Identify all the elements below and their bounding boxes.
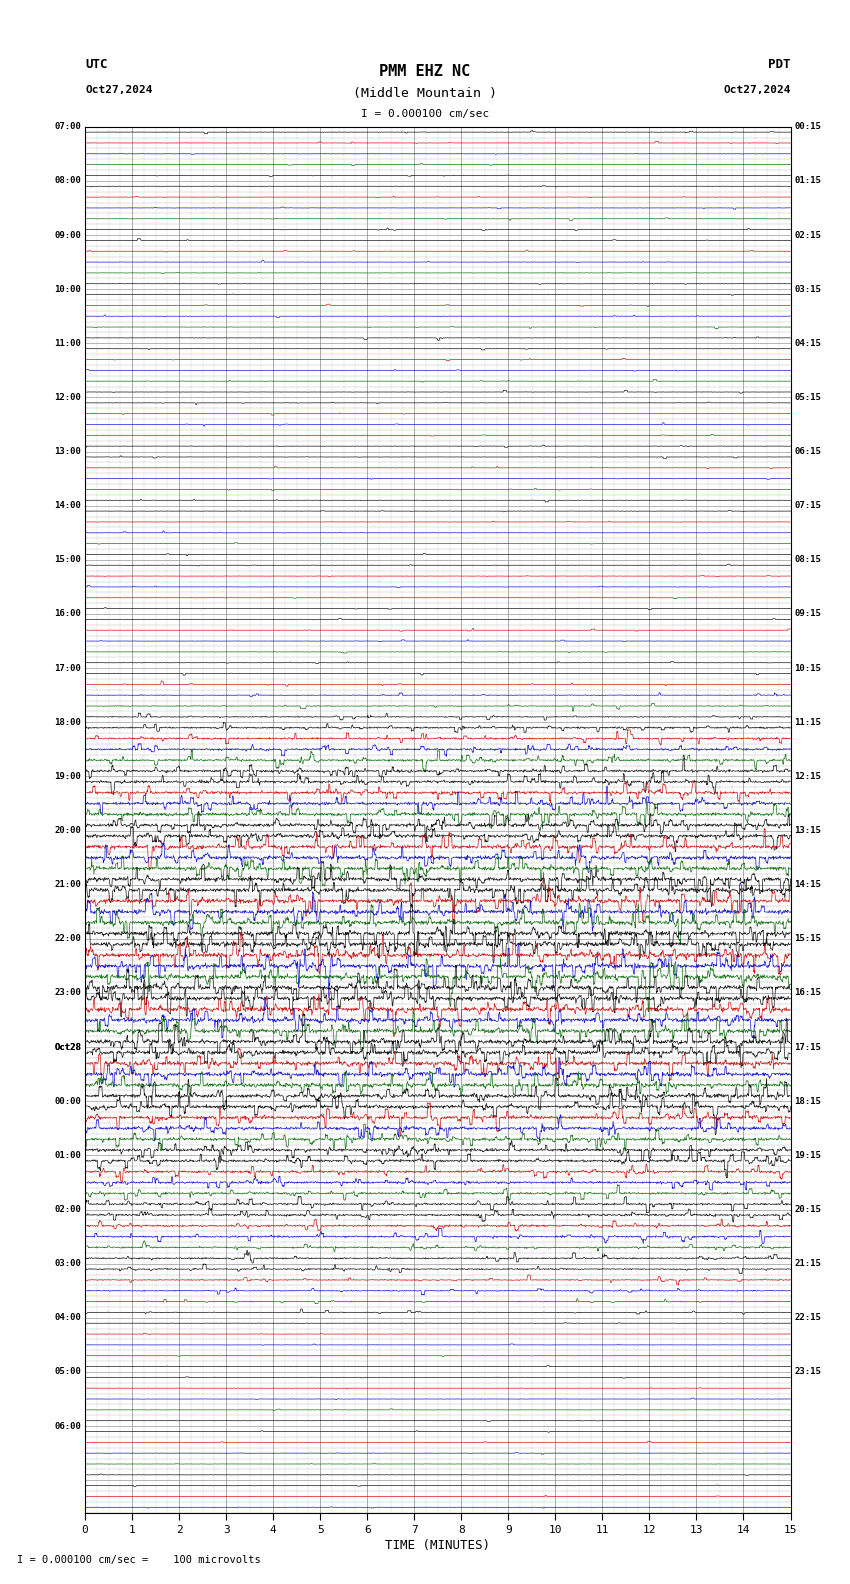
- Text: (Middle Mountain ): (Middle Mountain ): [353, 87, 497, 100]
- Text: 19:15: 19:15: [794, 1152, 821, 1159]
- Text: 21:15: 21:15: [794, 1259, 821, 1269]
- Text: 04:00: 04:00: [54, 1313, 82, 1323]
- Text: 01:00: 01:00: [54, 1152, 82, 1159]
- Text: 21:00: 21:00: [54, 881, 82, 889]
- Text: 22:00: 22:00: [54, 935, 82, 944]
- Text: UTC: UTC: [85, 59, 107, 71]
- Text: 20:00: 20:00: [54, 825, 82, 835]
- Text: 09:00: 09:00: [54, 231, 82, 239]
- Text: Oct28: Oct28: [54, 1042, 82, 1052]
- Text: 06:15: 06:15: [794, 447, 821, 456]
- Text: 23:15: 23:15: [794, 1367, 821, 1376]
- Text: Oct27,2024: Oct27,2024: [723, 86, 791, 95]
- Text: 03:00: 03:00: [54, 1259, 82, 1269]
- Text: 02:15: 02:15: [794, 231, 821, 239]
- Text: 04:15: 04:15: [794, 339, 821, 348]
- Text: 08:15: 08:15: [794, 556, 821, 564]
- Text: 07:15: 07:15: [794, 501, 821, 510]
- Text: 16:15: 16:15: [794, 988, 821, 998]
- Text: 23:00: 23:00: [54, 988, 82, 998]
- Text: 13:00: 13:00: [54, 447, 82, 456]
- Text: 12:15: 12:15: [794, 771, 821, 781]
- Text: 16:00: 16:00: [54, 610, 82, 618]
- Text: 20:15: 20:15: [794, 1205, 821, 1213]
- Text: I = 0.000100 cm/sec =    100 microvolts: I = 0.000100 cm/sec = 100 microvolts: [17, 1555, 261, 1565]
- Text: 08:00: 08:00: [54, 176, 82, 185]
- Text: PDT: PDT: [768, 59, 790, 71]
- Text: 14:15: 14:15: [794, 881, 821, 889]
- Text: 02:00: 02:00: [54, 1205, 82, 1213]
- Text: 15:00: 15:00: [54, 556, 82, 564]
- Text: 18:15: 18:15: [794, 1096, 821, 1106]
- Text: 18:00: 18:00: [54, 718, 82, 727]
- Text: 11:15: 11:15: [794, 718, 821, 727]
- X-axis label: TIME (MINUTES): TIME (MINUTES): [385, 1538, 490, 1552]
- Text: 05:15: 05:15: [794, 393, 821, 402]
- Text: 11:00: 11:00: [54, 339, 82, 348]
- Text: PMM EHZ NC: PMM EHZ NC: [379, 65, 471, 79]
- Text: Oct28: Oct28: [54, 1042, 82, 1052]
- Text: 13:15: 13:15: [794, 825, 821, 835]
- Text: 06:00: 06:00: [54, 1421, 82, 1430]
- Text: 17:15: 17:15: [794, 1042, 821, 1052]
- Text: 03:15: 03:15: [794, 285, 821, 293]
- Text: 00:00: 00:00: [54, 1096, 82, 1106]
- Text: Oct27,2024: Oct27,2024: [85, 86, 152, 95]
- Text: 01:15: 01:15: [794, 176, 821, 185]
- Text: 05:00: 05:00: [54, 1367, 82, 1376]
- Text: 10:15: 10:15: [794, 664, 821, 673]
- Text: 17:00: 17:00: [54, 664, 82, 673]
- Text: I = 0.000100 cm/sec: I = 0.000100 cm/sec: [361, 109, 489, 119]
- Text: 07:00: 07:00: [54, 122, 82, 131]
- Text: 12:00: 12:00: [54, 393, 82, 402]
- Text: 00:15: 00:15: [794, 122, 821, 131]
- Text: 15:15: 15:15: [794, 935, 821, 944]
- Text: 14:00: 14:00: [54, 501, 82, 510]
- Text: 09:15: 09:15: [794, 610, 821, 618]
- Text: 10:00: 10:00: [54, 285, 82, 293]
- Text: 19:00: 19:00: [54, 771, 82, 781]
- Text: 22:15: 22:15: [794, 1313, 821, 1323]
